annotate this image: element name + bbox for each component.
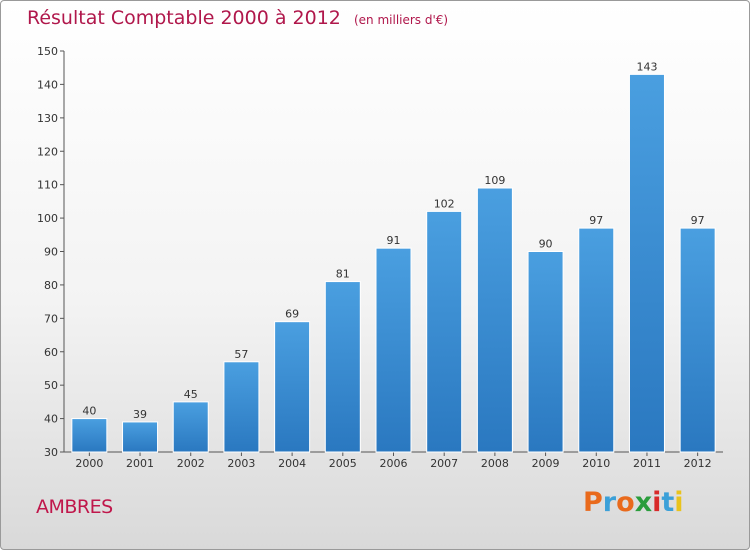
data-label-2003: 57	[234, 348, 248, 361]
bar-2008	[476, 187, 513, 453]
y-tick-label: 100	[37, 212, 58, 225]
y-tick-label: 90	[44, 246, 58, 259]
bar-2006	[375, 247, 412, 453]
bar-2005	[324, 281, 361, 453]
y-tick-label: 70	[44, 312, 58, 325]
y-tick-label: 50	[44, 379, 58, 392]
x-tick-label-2004: 2004	[278, 457, 306, 470]
x-tick-label-2000: 2000	[75, 457, 103, 470]
bar-2003	[223, 361, 260, 453]
x-tick-label-2006: 2006	[380, 457, 408, 470]
x-tick-label-2009: 2009	[532, 457, 560, 470]
x-tick-label-2002: 2002	[177, 457, 205, 470]
proxiti-logo: Proxiti	[583, 487, 684, 518]
bar-2004	[274, 321, 311, 453]
x-tick-label-2011: 2011	[633, 457, 661, 470]
logo-letter: P	[583, 487, 603, 518]
y-tick-label: 40	[44, 413, 58, 426]
x-tick-label-2010: 2010	[582, 457, 610, 470]
y-tick-label: 120	[37, 145, 58, 158]
chart-title-row: Résultat Comptable 2000 à 2012 (en milli…	[27, 7, 448, 29]
commune-name: AMBRES	[36, 496, 113, 518]
data-label-2000: 40	[82, 405, 96, 418]
data-label-2002: 45	[184, 388, 198, 401]
y-tick-label: 60	[44, 346, 58, 359]
logo-letter: x	[634, 487, 653, 518]
y-tick-label: 150	[37, 45, 58, 58]
y-tick-label: 110	[37, 179, 58, 192]
x-tick-label-2001: 2001	[126, 457, 154, 470]
chart-subtitle: (en milliers d'€)	[353, 13, 449, 27]
x-tick-label-2008: 2008	[481, 457, 509, 470]
logo-letter: o	[616, 487, 635, 518]
logo-letter: i	[652, 487, 662, 518]
chart-title: Résultat Comptable 2000 à 2012	[27, 7, 341, 29]
bar-2007	[426, 210, 463, 453]
x-tick-label-2003: 2003	[227, 457, 255, 470]
data-label-2010: 97	[589, 214, 603, 227]
y-tick-label: 130	[37, 112, 58, 125]
y-tick-label: 140	[37, 78, 58, 91]
data-label-2012: 97	[691, 214, 705, 227]
bar-2010	[578, 227, 615, 453]
logo-letter: i	[674, 487, 684, 518]
x-tick-label-2005: 2005	[329, 457, 357, 470]
data-label-2011: 143	[636, 60, 657, 73]
x-tick-label-2012: 2012	[684, 457, 712, 470]
logo-letter: t	[661, 487, 675, 518]
bar-2002	[172, 401, 209, 453]
data-label-2004: 69	[285, 308, 299, 321]
bar-2011	[628, 73, 665, 453]
data-label-2009: 90	[539, 238, 553, 251]
data-label-2007: 102	[434, 197, 455, 210]
logo-letter: r	[602, 487, 617, 518]
bar-2001	[122, 421, 159, 453]
data-label-2006: 91	[387, 234, 401, 247]
data-label-2008: 109	[484, 174, 505, 187]
bar-2009	[527, 251, 564, 453]
bar-2012	[679, 227, 716, 453]
y-tick-label: 80	[44, 279, 58, 292]
data-label-2001: 39	[133, 408, 147, 421]
data-label-2005: 81	[336, 268, 350, 281]
y-tick-label: 30	[44, 446, 58, 459]
bar-2000	[71, 418, 108, 453]
x-tick-label-2007: 2007	[430, 457, 458, 470]
